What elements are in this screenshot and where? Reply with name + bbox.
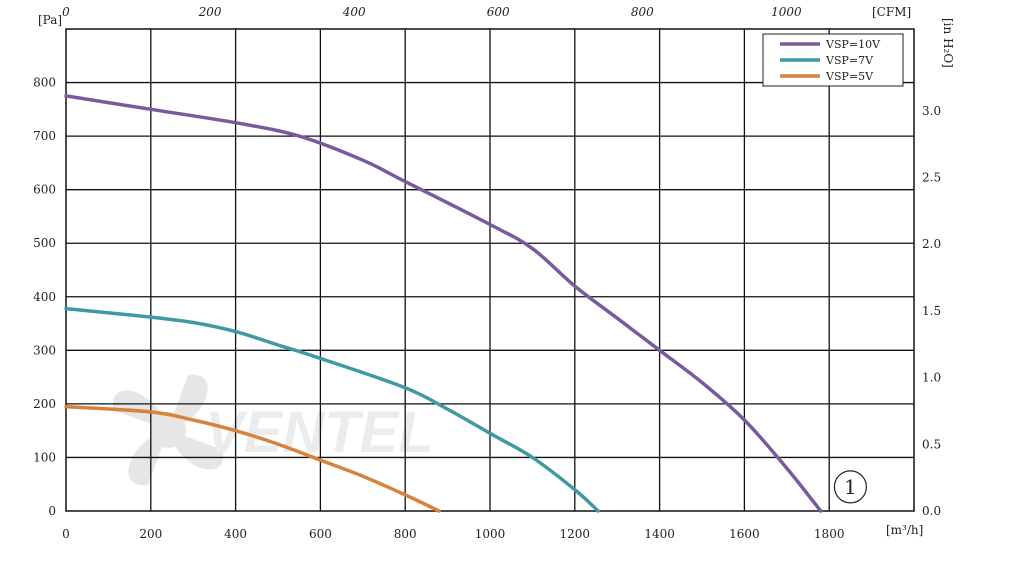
x-tick-label: 800	[394, 527, 417, 541]
series-layer	[64, 94, 823, 513]
watermark-fan-logo	[112, 374, 224, 486]
x-top-axis-unit-label: [CFM]	[872, 5, 911, 19]
x-tick-label: 1400	[644, 527, 675, 541]
y-tick-label: 0	[48, 504, 56, 518]
legend-label-vsp-10v: VSP=10V	[825, 38, 881, 51]
y-tick-label: 800	[33, 76, 56, 90]
x-top-tick-label: 800	[631, 5, 654, 19]
x-tick-label: 400	[224, 527, 247, 541]
x-tick-label: 1800	[814, 527, 845, 541]
x-top-tick-label: 400	[342, 5, 366, 19]
series-line-vsp-5v	[64, 404, 441, 513]
y-right-tick-label: 2.0	[922, 237, 941, 251]
y-tick-label: 300	[33, 343, 56, 357]
x-top-tick-label: 1000	[771, 5, 802, 19]
y-right-tick-label: 1.0	[922, 371, 941, 385]
y-tick-label: 600	[33, 183, 56, 197]
series-line-vsp-7v	[64, 306, 600, 513]
y-tick-label: 100	[33, 450, 56, 464]
y-right-tick-label: 0.5	[922, 437, 941, 451]
y-tick-label: 200	[33, 397, 56, 411]
y-right-tick-label: 1.5	[922, 304, 941, 318]
x-axis-unit-label: [m³/h]	[886, 523, 923, 537]
x-tick-label: 1000	[475, 527, 506, 541]
grid	[65, 28, 915, 512]
axis-ticks: 0 200 400 600 800 1000 1200 1400 1600 18000100200…	[33, 5, 941, 541]
y-right-tick-label: 2.5	[922, 170, 941, 184]
x-tick-label: 1200	[560, 527, 591, 541]
y-axis-unit-label: [Pa]	[38, 13, 62, 27]
legend-label-vsp-7v: VSP=7V	[825, 54, 874, 67]
x-top-tick-label: 200	[198, 5, 222, 19]
y-tick-label: 500	[33, 236, 56, 250]
x-top-tick-label: 600	[487, 5, 510, 19]
x-tick-label: 200	[139, 527, 162, 541]
series-line-vsp-10v	[64, 94, 823, 513]
watermark: VENTEL	[112, 374, 434, 486]
y-tick-label: 700	[33, 129, 56, 143]
x-tick-label: 1600	[729, 527, 760, 541]
x-top-tick-label: 0	[62, 5, 70, 19]
curve-number-annotation: 1	[833, 470, 868, 504]
legend-label-vsp-5v: VSP=5V	[825, 70, 874, 83]
legend: VSP=10V VSP=7V VSP=5V	[762, 33, 904, 87]
y-right-tick-label: 3.0	[922, 104, 941, 118]
y-right-tick-label: 0.0	[922, 504, 941, 518]
y-right-axis-unit-label: [in H₂O]	[941, 18, 955, 68]
x-tick-label: 600	[309, 527, 332, 541]
annotation-circle	[833, 470, 868, 504]
x-tick-label: 0	[62, 527, 70, 541]
annotation-text: 1	[844, 475, 857, 499]
y-tick-label: 400	[33, 290, 56, 304]
legend-items: VSP=10V VSP=7V VSP=5V	[780, 38, 881, 83]
